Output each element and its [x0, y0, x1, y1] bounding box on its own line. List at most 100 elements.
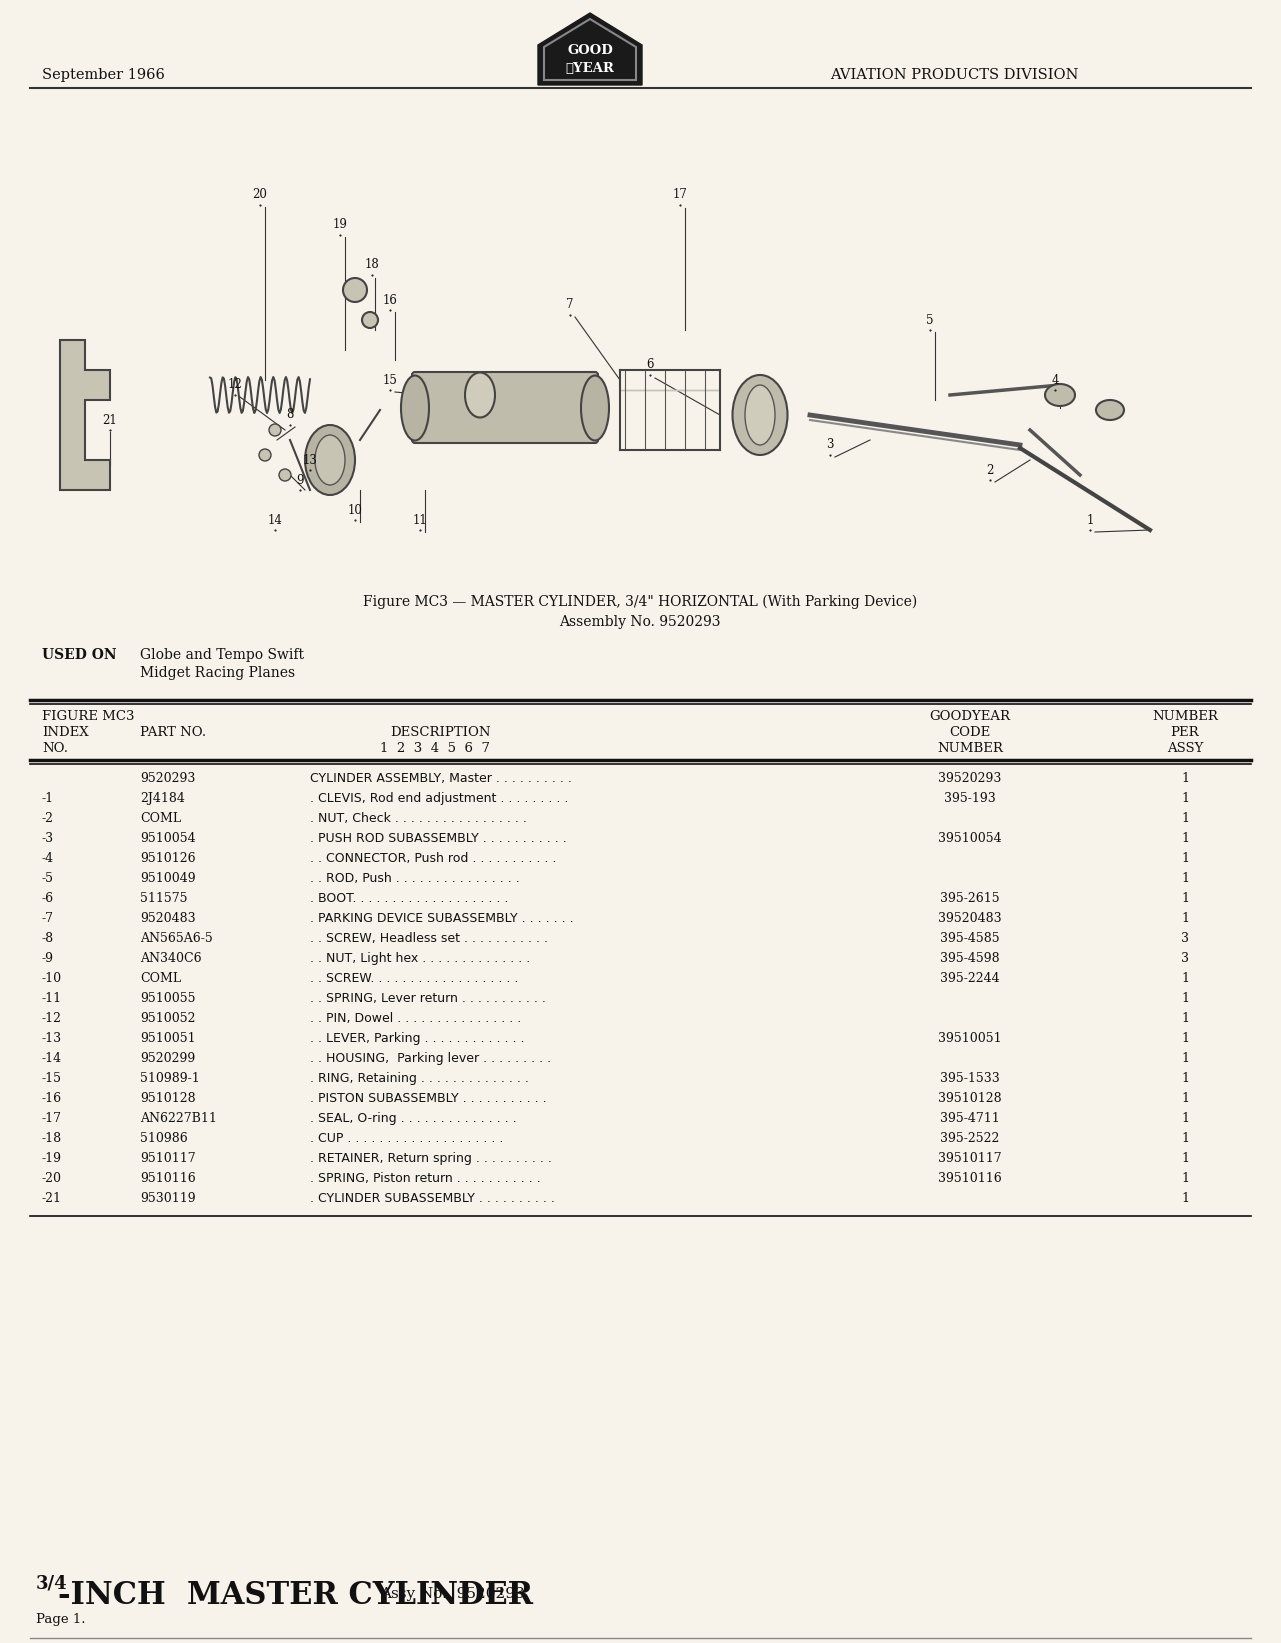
Circle shape: [343, 278, 366, 302]
Text: 1: 1: [1181, 1193, 1189, 1204]
Text: NUMBER: NUMBER: [1152, 710, 1218, 723]
Text: 9: 9: [296, 473, 304, 486]
Text: -11: -11: [42, 992, 61, 1006]
Text: . . SCREW. . . . . . . . . . . . . . . . . . .: . . SCREW. . . . . . . . . . . . . . . .…: [310, 973, 519, 986]
Text: -6: -6: [42, 892, 54, 905]
Text: . CLEVIS, Rod end adjustment . . . . . . . . .: . CLEVIS, Rod end adjustment . . . . . .…: [310, 792, 569, 805]
Text: 9510055: 9510055: [140, 992, 196, 1006]
Ellipse shape: [582, 376, 608, 440]
Text: 9510126: 9510126: [140, 853, 196, 864]
Text: AN6227B11: AN6227B11: [140, 1112, 216, 1125]
Text: CODE: CODE: [949, 726, 990, 739]
Text: . SEAL, O-ring . . . . . . . . . . . . . . .: . SEAL, O-ring . . . . . . . . . . . . .…: [310, 1112, 516, 1125]
Ellipse shape: [315, 435, 345, 485]
Text: . RING, Retaining . . . . . . . . . . . . . .: . RING, Retaining . . . . . . . . . . . …: [310, 1071, 529, 1084]
Text: 510986: 510986: [140, 1132, 188, 1145]
Text: 11: 11: [412, 514, 428, 526]
Text: -3: -3: [42, 831, 54, 845]
Text: 395-2244: 395-2244: [940, 973, 999, 986]
Text: -20: -20: [42, 1171, 61, 1185]
Text: 1: 1: [1181, 1012, 1189, 1025]
Text: -10: -10: [42, 973, 61, 986]
Text: DESCRIPTION: DESCRIPTION: [389, 726, 491, 739]
Text: . BOOT. . . . . . . . . . . . . . . . . . . .: . BOOT. . . . . . . . . . . . . . . . . …: [310, 892, 509, 905]
Ellipse shape: [746, 384, 775, 445]
Text: CYLINDER ASSEMBLY, Master . . . . . . . . . .: CYLINDER ASSEMBLY, Master . . . . . . . …: [310, 772, 571, 785]
Text: 1: 1: [1181, 1171, 1189, 1185]
Polygon shape: [538, 13, 642, 85]
Text: 510989-1: 510989-1: [140, 1071, 200, 1084]
Text: . . NUT, Light hex . . . . . . . . . . . . . .: . . NUT, Light hex . . . . . . . . . . .…: [310, 951, 530, 964]
Text: ASSY: ASSY: [1167, 743, 1203, 756]
Text: 395-2522: 395-2522: [940, 1132, 999, 1145]
Text: 395-4711: 395-4711: [940, 1112, 1000, 1125]
Text: -15: -15: [42, 1071, 61, 1084]
Text: 9520483: 9520483: [140, 912, 196, 925]
Text: 39510117: 39510117: [938, 1152, 1002, 1165]
Text: 395-4585: 395-4585: [940, 932, 999, 945]
Text: 9530119: 9530119: [140, 1193, 196, 1204]
Text: . . LEVER, Parking . . . . . . . . . . . . .: . . LEVER, Parking . . . . . . . . . . .…: [310, 1032, 524, 1045]
Text: 9520299: 9520299: [140, 1052, 195, 1065]
Circle shape: [259, 449, 272, 462]
Text: 1: 1: [1181, 892, 1189, 905]
Text: 9510051: 9510051: [140, 1032, 196, 1045]
Text: 1: 1: [1181, 853, 1189, 864]
Text: 7: 7: [566, 299, 574, 312]
Text: 1: 1: [1181, 831, 1189, 845]
Text: -4: -4: [42, 853, 54, 864]
Text: AN565A6-5: AN565A6-5: [140, 932, 213, 945]
Text: -18: -18: [42, 1132, 61, 1145]
Text: . SPRING, Piston return . . . . . . . . . . .: . SPRING, Piston return . . . . . . . . …: [310, 1171, 541, 1185]
Text: 9510049: 9510049: [140, 872, 196, 886]
Text: 4: 4: [1052, 373, 1059, 386]
Text: 14: 14: [268, 514, 282, 526]
Text: September 1966: September 1966: [42, 67, 165, 82]
Text: -5: -5: [42, 872, 54, 886]
Text: PER: PER: [1171, 726, 1199, 739]
Text: 6: 6: [646, 358, 653, 371]
Text: . . PIN, Dowel . . . . . . . . . . . . . . . .: . . PIN, Dowel . . . . . . . . . . . . .…: [310, 1012, 521, 1025]
Ellipse shape: [401, 376, 429, 440]
Text: -7: -7: [42, 912, 54, 925]
Ellipse shape: [465, 373, 494, 417]
Text: 1: 1: [1181, 1052, 1189, 1065]
Text: NO.: NO.: [42, 743, 68, 756]
Text: 3/4: 3/4: [36, 1576, 68, 1594]
Text: . . ROD, Push . . . . . . . . . . . . . . . .: . . ROD, Push . . . . . . . . . . . . . …: [310, 872, 520, 886]
Text: 3: 3: [1181, 951, 1189, 964]
Text: 39510116: 39510116: [938, 1171, 1002, 1185]
Text: . CYLINDER SUBASSEMBLY . . . . . . . . . .: . CYLINDER SUBASSEMBLY . . . . . . . . .…: [310, 1193, 555, 1204]
Text: 1: 1: [1181, 1112, 1189, 1125]
Text: 1: 1: [1181, 1152, 1189, 1165]
Text: FIGURE MC3: FIGURE MC3: [42, 710, 135, 723]
Text: . CUP . . . . . . . . . . . . . . . . . . . .: . CUP . . . . . . . . . . . . . . . . . …: [310, 1132, 503, 1145]
Text: -9: -9: [42, 951, 54, 964]
Text: 1: 1: [1181, 792, 1189, 805]
Ellipse shape: [1097, 399, 1123, 421]
Circle shape: [279, 468, 291, 481]
Text: 15: 15: [383, 373, 397, 386]
Text: 10: 10: [347, 503, 363, 516]
Text: 12: 12: [228, 378, 242, 391]
Text: -2: -2: [42, 812, 54, 825]
Text: 17: 17: [673, 189, 688, 202]
Text: Globe and Tempo Swift: Globe and Tempo Swift: [140, 647, 304, 662]
FancyBboxPatch shape: [412, 371, 598, 444]
Text: . . CONNECTOR, Push rod . . . . . . . . . . .: . . CONNECTOR, Push rod . . . . . . . . …: [310, 853, 556, 864]
Polygon shape: [544, 20, 635, 81]
Text: 1: 1: [1181, 912, 1189, 925]
Text: 3: 3: [1181, 932, 1189, 945]
Text: . . HOUSING,  Parking lever . . . . . . . . .: . . HOUSING, Parking lever . . . . . . .…: [310, 1052, 551, 1065]
Text: 9510117: 9510117: [140, 1152, 196, 1165]
Circle shape: [269, 424, 281, 435]
Text: 9510054: 9510054: [140, 831, 196, 845]
Text: . PISTON SUBASSEMBLY . . . . . . . . . . .: . PISTON SUBASSEMBLY . . . . . . . . . .…: [310, 1093, 547, 1106]
Text: . . SCREW, Headless set . . . . . . . . . . .: . . SCREW, Headless set . . . . . . . . …: [310, 932, 548, 945]
Text: . RETAINER, Return spring . . . . . . . . . .: . RETAINER, Return spring . . . . . . . …: [310, 1152, 552, 1165]
Polygon shape: [60, 340, 110, 490]
Text: 39510054: 39510054: [938, 831, 1002, 845]
Text: ★YEAR: ★YEAR: [566, 62, 615, 76]
Text: 13: 13: [302, 453, 318, 467]
Text: USED ON: USED ON: [42, 647, 117, 662]
